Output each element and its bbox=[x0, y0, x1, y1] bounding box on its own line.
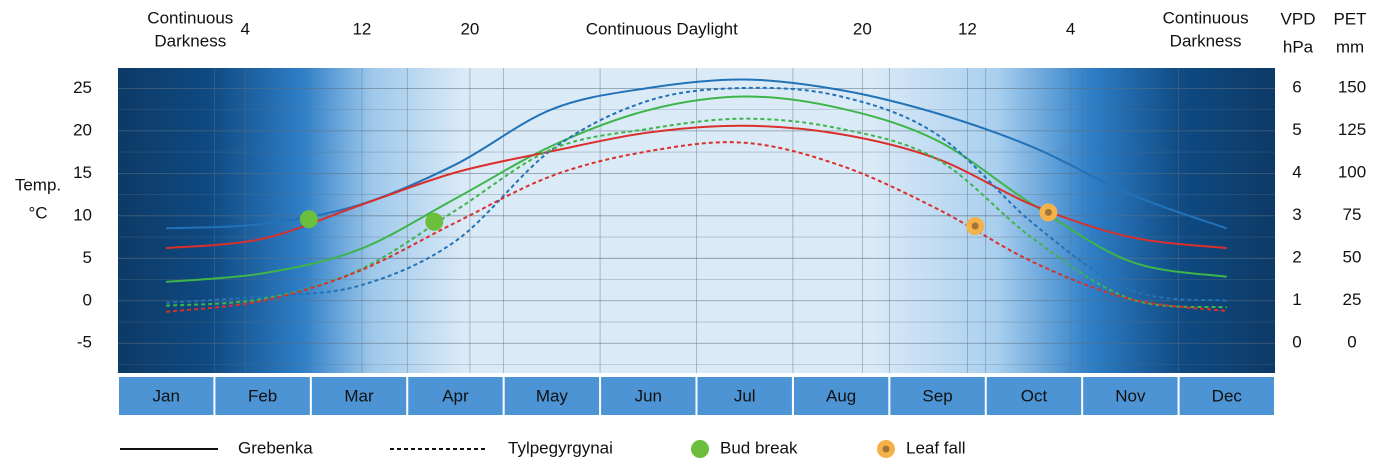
x-tick-label: Mar bbox=[344, 386, 374, 405]
y-tick-label: 50 bbox=[1343, 248, 1362, 267]
axis-title: mm bbox=[1336, 37, 1364, 56]
month-box bbox=[697, 377, 792, 415]
daylength-label: Continuous bbox=[1163, 8, 1249, 27]
x-tick-label: May bbox=[536, 386, 569, 405]
x-tick-label: Jul bbox=[734, 386, 756, 405]
legend-label: Grebenka bbox=[238, 438, 313, 457]
y-tick-label: 25 bbox=[1343, 290, 1362, 309]
y-tick-label: -5 bbox=[77, 333, 92, 352]
month-box bbox=[311, 377, 407, 415]
daylength-label: 12 bbox=[958, 19, 977, 38]
y-tick-label: 5 bbox=[1292, 120, 1301, 139]
month-box bbox=[1083, 377, 1178, 415]
y-tick-label: 4 bbox=[1292, 163, 1301, 182]
daylength-label: 20 bbox=[853, 19, 872, 38]
legend-label: Tylpegyrgynai bbox=[508, 438, 613, 457]
y-tick-label: 0 bbox=[83, 290, 92, 309]
y-tick-label: 20 bbox=[73, 120, 92, 139]
month-box bbox=[215, 377, 310, 415]
month-box bbox=[1179, 377, 1274, 415]
month-box bbox=[793, 377, 889, 415]
y-tick-label: 25 bbox=[73, 78, 92, 97]
y-tick-label: 150 bbox=[1338, 78, 1366, 97]
daylength-label: 4 bbox=[241, 19, 250, 38]
month-box bbox=[119, 377, 214, 415]
legend-label: Bud break bbox=[720, 438, 798, 457]
x-tick-label: Sep bbox=[922, 386, 952, 405]
line-temp bbox=[166, 141, 1227, 313]
y-tick-label: 6 bbox=[1292, 77, 1301, 96]
y-tick-label: 5 bbox=[83, 248, 92, 267]
y-tick-label: 0 bbox=[1347, 333, 1356, 352]
month-box bbox=[408, 377, 503, 415]
y-tick-label: 2 bbox=[1292, 248, 1301, 267]
axis-title: VPD bbox=[1281, 9, 1316, 28]
x-tick-label: Nov bbox=[1115, 386, 1146, 405]
x-tick-label: Dec bbox=[1212, 386, 1243, 405]
x-tick-label: Feb bbox=[248, 386, 277, 405]
daylength-label: Darkness bbox=[154, 31, 226, 50]
month-box bbox=[504, 377, 600, 415]
event-marker bbox=[425, 212, 444, 231]
y-tick-label: 10 bbox=[73, 205, 92, 224]
daylength-label: 4 bbox=[1066, 19, 1075, 38]
x-tick-label: Jan bbox=[152, 386, 179, 405]
y-tick-label: 0 bbox=[1292, 333, 1301, 352]
daylength-label: 20 bbox=[460, 19, 479, 38]
daylength-label: Continuous Daylight bbox=[586, 19, 738, 38]
y-tick-label: 15 bbox=[73, 163, 92, 182]
legend-marker bbox=[691, 440, 709, 458]
event-marker-core bbox=[971, 222, 979, 230]
axis-title: PET bbox=[1333, 9, 1366, 28]
legend-label: Leaf fall bbox=[906, 438, 966, 457]
month-box bbox=[601, 377, 696, 415]
y-tick-label: 1 bbox=[1292, 290, 1301, 309]
event-marker bbox=[299, 210, 318, 229]
month-box bbox=[986, 377, 1082, 415]
y-tick-label: 3 bbox=[1292, 205, 1301, 224]
y-tick-label: 75 bbox=[1343, 205, 1362, 224]
x-tick-label: Aug bbox=[826, 386, 856, 405]
event-marker-core bbox=[1044, 208, 1052, 216]
y-tick-label: 100 bbox=[1338, 163, 1366, 182]
axis-title: hPa bbox=[1283, 37, 1314, 56]
month-box bbox=[890, 377, 985, 415]
axis-title: °C bbox=[28, 203, 47, 222]
x-tick-label: Jun bbox=[635, 386, 662, 405]
daylength-label: Continuous bbox=[147, 8, 233, 27]
line-vpd bbox=[166, 86, 1227, 304]
daylength-label: Darkness bbox=[1170, 31, 1242, 50]
daylength-label: 12 bbox=[352, 19, 371, 38]
x-tick-label: Oct bbox=[1021, 386, 1048, 405]
x-tick-label: Apr bbox=[442, 386, 469, 405]
y-tick-label: 125 bbox=[1338, 120, 1366, 139]
axis-title: Temp. bbox=[15, 175, 61, 194]
legend-marker-core bbox=[882, 445, 890, 453]
